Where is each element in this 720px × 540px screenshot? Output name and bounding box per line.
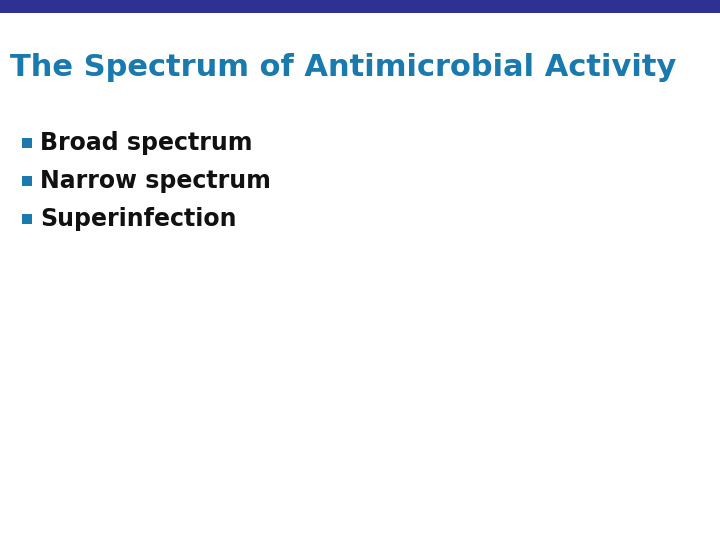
Text: Narrow spectrum: Narrow spectrum xyxy=(40,169,271,193)
Bar xyxy=(22,176,32,186)
Text: Broad spectrum: Broad spectrum xyxy=(40,131,253,155)
Bar xyxy=(0,0,720,13)
Bar xyxy=(22,138,32,148)
Bar xyxy=(22,214,32,224)
Text: Superinfection: Superinfection xyxy=(40,207,236,231)
Text: The Spectrum of Antimicrobial Activity: The Spectrum of Antimicrobial Activity xyxy=(10,53,676,82)
